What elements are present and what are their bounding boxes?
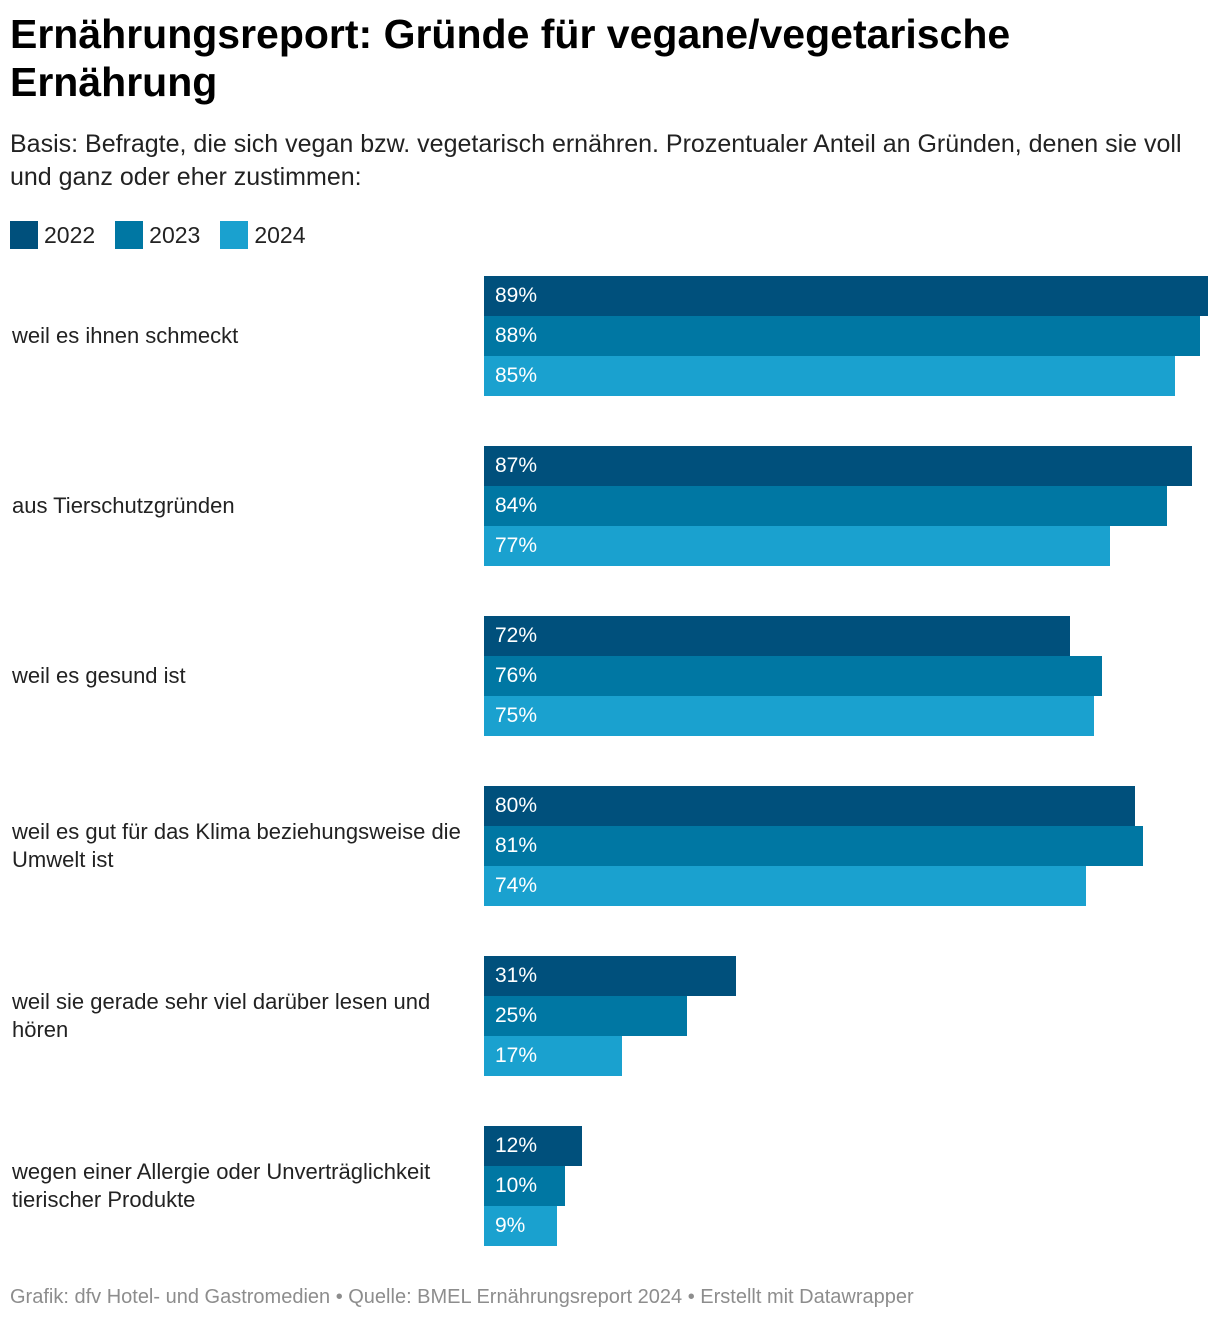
bar-2023: 81% — [484, 826, 1143, 866]
legend-label: 2024 — [254, 221, 306, 248]
category-label: wegen einer Allergie oder Unverträglichk… — [12, 1159, 431, 1212]
legend-item-2023: 2023 — [115, 221, 200, 249]
bar-2022: 89% — [484, 276, 1208, 316]
bar-value-label: 84% — [495, 494, 538, 517]
bar-2024: 9% — [484, 1206, 557, 1246]
bar-value-label: 75% — [495, 704, 538, 727]
bar-2023: 84% — [484, 486, 1167, 526]
bar-2022: 12% — [484, 1126, 582, 1166]
bar-2022: 31% — [484, 956, 736, 996]
bar-value-label: 9% — [495, 1214, 526, 1237]
legend-swatch — [10, 221, 38, 249]
bar-value-label: 10% — [495, 1174, 538, 1197]
bar-2022: 87% — [484, 446, 1192, 486]
legend: 2022 2023 2024 — [10, 220, 326, 250]
category-label: aus Tierschutzgründen — [12, 493, 235, 518]
legend-item-2024: 2024 — [220, 221, 306, 249]
footer-credits: Grafik: dfv Hotel- und Gastromedien • Qu… — [10, 1286, 914, 1308]
bar-2023: 88% — [484, 316, 1200, 356]
legend-label: 2022 — [44, 221, 96, 248]
bar-value-label: 87% — [495, 454, 538, 477]
bar-value-label: 31% — [495, 964, 538, 987]
bar-2023: 76% — [484, 656, 1102, 696]
bar-value-label: 17% — [495, 1044, 538, 1067]
bar-value-label: 12% — [495, 1134, 538, 1157]
legend-swatch — [220, 221, 249, 249]
bar-2024: 85% — [484, 356, 1175, 396]
bar-value-label: 89% — [495, 284, 538, 307]
bar-value-label: 88% — [495, 324, 538, 347]
bar-2024: 75% — [484, 696, 1094, 736]
bar-value-label: 25% — [495, 1004, 538, 1027]
bar-value-label: 80% — [495, 794, 538, 817]
bar-2022: 80% — [484, 786, 1135, 826]
category-label: weil es gut für das Klima beziehungsweis… — [12, 819, 461, 872]
bar-value-label: 81% — [495, 834, 538, 857]
category-label: weil es gesund ist — [12, 663, 186, 688]
bar-2024: 74% — [484, 866, 1086, 906]
chart-title: Ernährungsreport: Gründe für vegane/vege… — [10, 11, 1011, 105]
bar-2024: 77% — [484, 526, 1110, 566]
category-label: weil es ihnen schmeckt — [12, 323, 239, 348]
chart-subtitle: Basis: Befragte, die sich vegan bzw. veg… — [10, 130, 1182, 191]
bar-2022: 72% — [484, 616, 1070, 656]
bar-2024: 17% — [484, 1036, 622, 1076]
category-label: weil sie gerade sehr viel darüber lesen … — [12, 989, 431, 1042]
bar-2023: 25% — [484, 996, 687, 1036]
legend-item-2022: 2022 — [10, 221, 95, 249]
bar-value-label: 74% — [495, 874, 538, 897]
legend-swatch — [115, 221, 144, 249]
legend-label: 2023 — [149, 221, 201, 248]
bar-value-label: 85% — [495, 364, 538, 387]
bar-2023: 10% — [484, 1166, 565, 1206]
bar-value-label: 72% — [495, 624, 538, 647]
bar-value-label: 77% — [495, 534, 538, 557]
bar-value-label: 76% — [495, 664, 538, 687]
